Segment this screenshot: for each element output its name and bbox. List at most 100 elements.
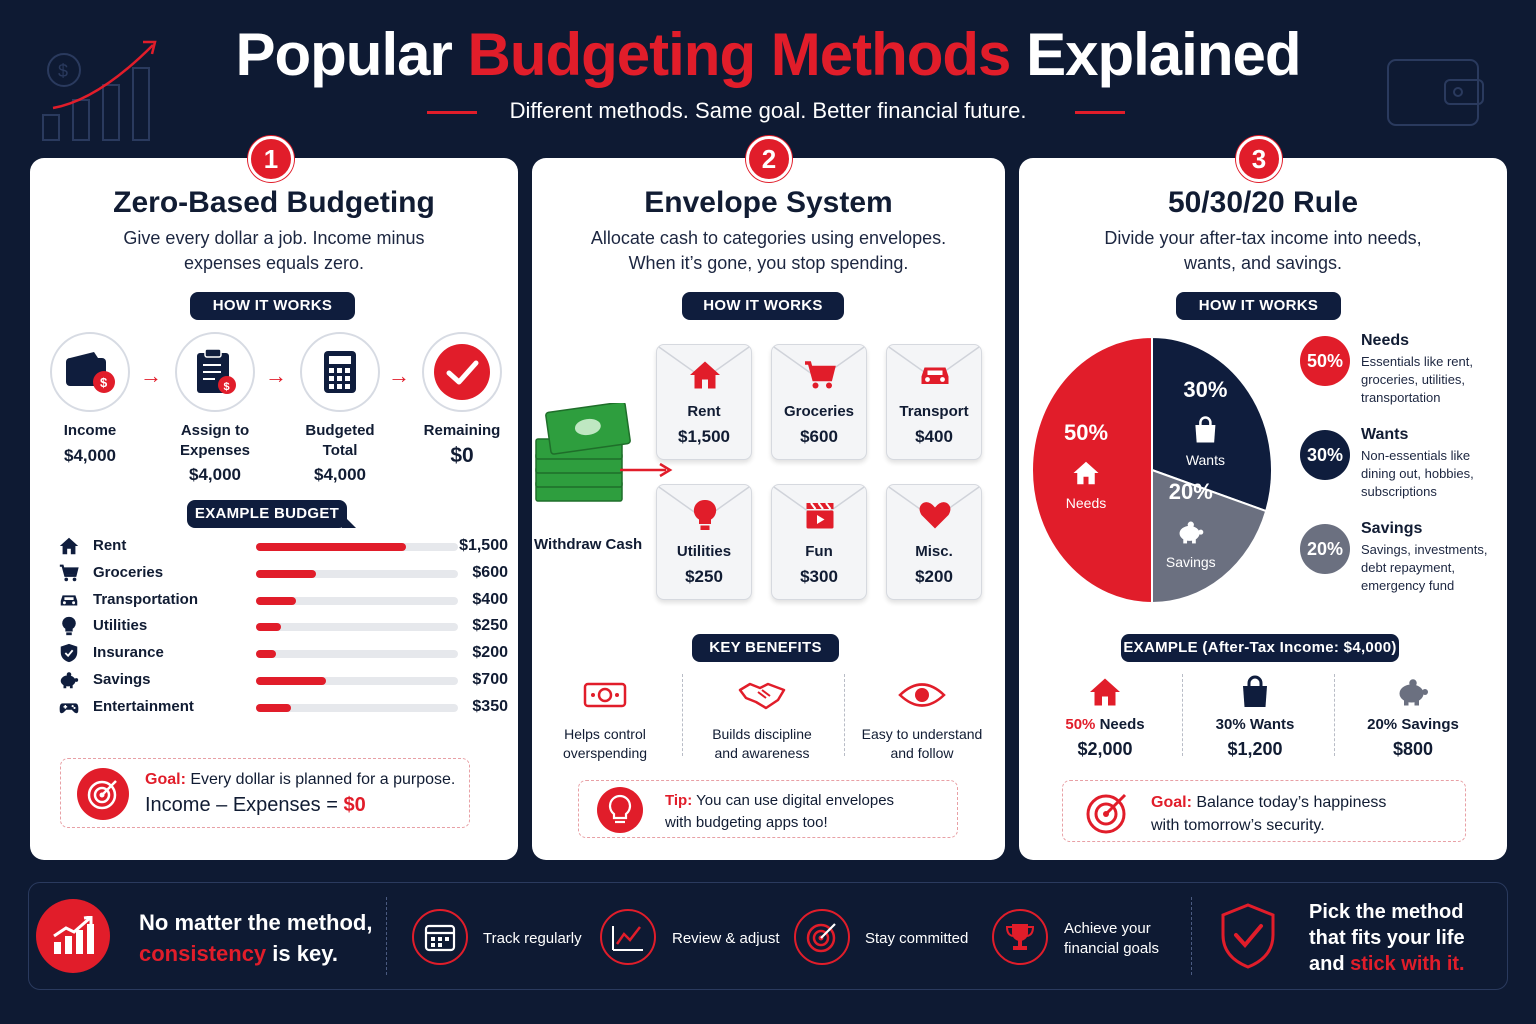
divider — [844, 674, 845, 756]
envelope-rent: Rent $1,500 — [656, 344, 752, 460]
budget-row-amount: $1,500 — [459, 537, 508, 554]
envelope-icon-wrap — [687, 497, 723, 533]
bulb-icon — [693, 499, 717, 530]
budget-bar-track — [256, 596, 458, 605]
example-value: $800 — [1392, 739, 1434, 759]
envelope-label: Misc. — [915, 543, 953, 560]
budget-row-label: Savings — [93, 671, 151, 688]
example-icon-wrap — [1085, 674, 1125, 710]
how-it-works-label: HOW IT WORKS — [1176, 292, 1341, 320]
subtitle-line-left — [427, 111, 477, 114]
card-title: 50/30/20 Rule — [1167, 186, 1359, 219]
footer-item-label: Track regularly — [483, 930, 582, 947]
rule-card: 3 50/30/20 Rule Divide your after-tax in… — [1019, 136, 1507, 860]
piggy-icon — [60, 672, 79, 689]
example-icon-wrap — [1393, 674, 1433, 710]
card-title: Zero-Based Budgeting — [113, 186, 435, 219]
envelope-value: $200 — [915, 567, 953, 586]
bulb-icon — [62, 617, 76, 636]
cash-stack-icon — [535, 403, 631, 502]
example-label: 30% Wants — [1215, 716, 1295, 733]
pie-name-label: Needs — [1066, 495, 1106, 511]
legend-description: Savings, investments, debt repayment, emer… — [1361, 542, 1488, 593]
budget-row-amount: $200 — [472, 644, 508, 662]
pie-pct-label: 20% — [1169, 479, 1213, 504]
step-budgeted — [300, 332, 380, 412]
envelope-label: Rent — [687, 403, 721, 420]
arrow-icon: → — [140, 363, 162, 388]
tip-box: Tip: You can use digital envelopes with b… — [578, 780, 958, 838]
key-benefits-label: KEY BENEFITS — [692, 634, 839, 662]
budget-bar-track — [256, 569, 458, 578]
divider — [1191, 897, 1192, 975]
card-description: Allocate cash to categories using envelo… — [590, 228, 947, 273]
step-value: $0 — [450, 444, 474, 467]
example-value: $1,200 — [1227, 739, 1283, 759]
budget-row-label: Transportation — [93, 590, 199, 608]
calendar-icon — [412, 909, 468, 965]
budget-row-label: Groceries — [93, 563, 164, 581]
example-value: $2,000 — [1077, 739, 1133, 759]
svg-text:$: $ — [58, 61, 68, 81]
budget-row-icon — [58, 669, 80, 691]
card-description: Give every dollar a job. Income minus exp… — [123, 228, 425, 273]
budget-row-label: Rent — [93, 537, 127, 554]
envelope-label: Fun — [805, 543, 833, 560]
heart-icon — [919, 502, 951, 529]
budget-bar-fill — [256, 543, 406, 551]
car-icon — [60, 595, 78, 606]
step-remaining — [422, 332, 502, 412]
cart-icon — [59, 564, 79, 582]
envelope-icon-wrap — [802, 497, 838, 533]
example-icon-wrap — [1235, 674, 1275, 710]
budget-row-amount: $700 — [472, 671, 508, 688]
example-item: 20% Savings $800 — [1343, 674, 1483, 760]
envelope-card: 2 Envelope System Allocate cash to categ… — [532, 136, 1005, 860]
budget-row-icon — [58, 562, 80, 584]
footer-closing: Pick the method that fits your life and st… — [1309, 901, 1465, 975]
svg-text:$: $ — [100, 375, 108, 390]
envelope-icon-wrap — [802, 357, 838, 393]
envelope-icon-wrap — [917, 497, 953, 533]
goal-target-icon — [77, 768, 129, 820]
envelope-utilities: Utilities $250 — [656, 484, 752, 600]
budget-row: Groceries $600 — [58, 562, 508, 584]
budget-bar-fill — [256, 623, 281, 632]
shield-icon — [60, 644, 78, 663]
pie-pct-label: 30% — [1183, 377, 1227, 402]
budget-bar-track — [256, 677, 458, 685]
budget-row-icon — [58, 589, 80, 611]
footer-lead: No matter the method, consistency is key. — [139, 910, 373, 966]
envelope-label: Transport — [899, 403, 969, 420]
trophy-icon — [992, 909, 1048, 965]
legend-pct-badge: 20% — [1300, 524, 1350, 574]
example-label: 50% Needs — [1065, 716, 1145, 733]
benefit-item: Helps control overspending — [525, 678, 685, 763]
budget-row-icon — [58, 642, 80, 664]
target-icon — [794, 909, 850, 965]
envelope-icon-wrap — [687, 357, 723, 393]
envelope-value: $600 — [800, 427, 838, 446]
pie-pct-label: 50% — [1064, 420, 1108, 445]
step-label: Remaining — [423, 422, 501, 439]
envelope-value: $400 — [915, 427, 953, 446]
step-label: Assign to Expenses — [179, 422, 251, 459]
calculator-icon — [324, 351, 356, 393]
envelope-value: $1,500 — [678, 427, 730, 446]
budget-row: Transportation $400 — [58, 589, 508, 611]
envelope-transport: Transport $400 — [886, 344, 982, 460]
piggy-icon — [1179, 521, 1204, 544]
footer-item-label: Review & adjust — [672, 930, 780, 947]
tip-text: Tip: You can use digital envelopes with b… — [665, 792, 895, 831]
check-icon — [434, 344, 490, 400]
zero-based-card: 1 Zero-Based Budgeting Give every dollar… — [30, 136, 518, 860]
legend-title: Wants — [1361, 426, 1409, 443]
goal-text: Goal: Every dollar is planned for a purp… — [145, 771, 456, 788]
budget-bar-fill — [256, 650, 276, 659]
budget-row-amount: $400 — [472, 590, 508, 608]
benefit-item: Easy to understand and follow — [842, 678, 1002, 763]
legend-pct-badge: 50% — [1300, 336, 1350, 386]
example-label: EXAMPLE (After-Tax Income: $4,000) — [1121, 634, 1399, 662]
step-label: Budgeted Total — [305, 422, 375, 459]
budget-bar-fill — [256, 703, 291, 712]
